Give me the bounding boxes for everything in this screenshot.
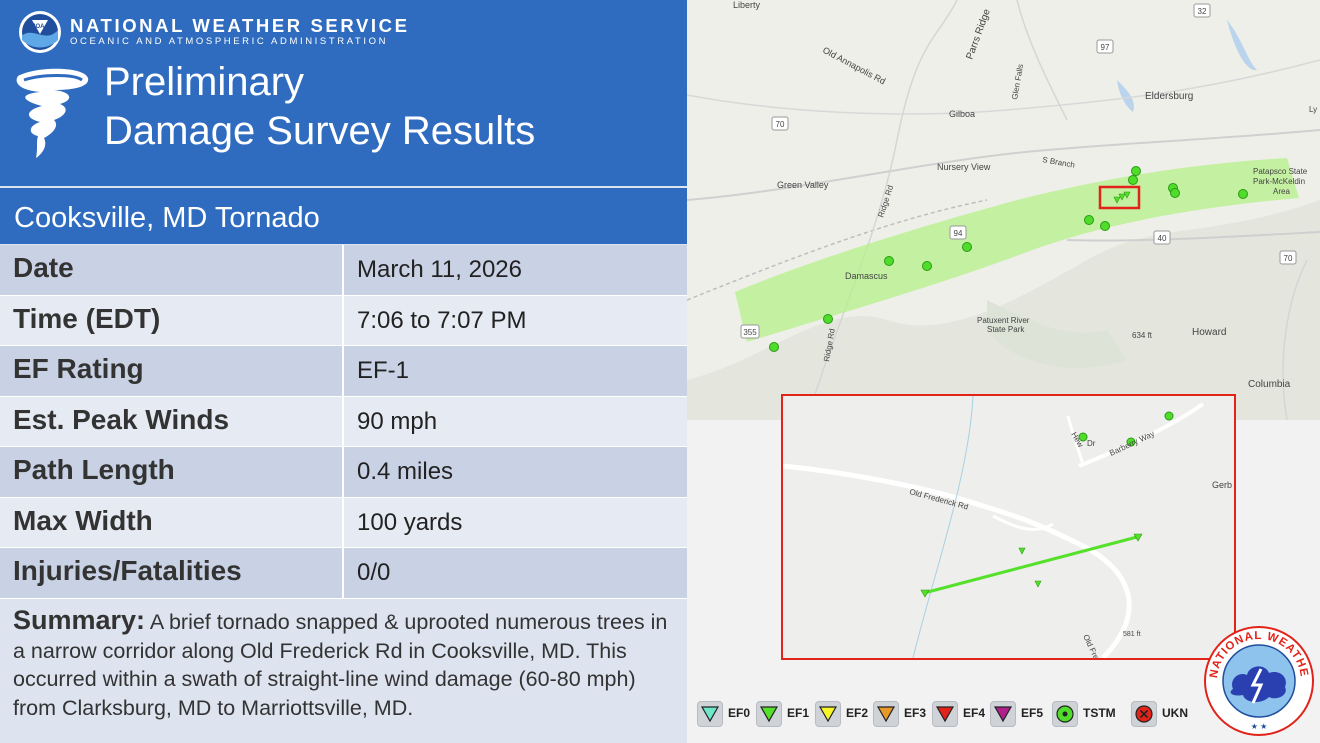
svg-text:Ly: Ly <box>1309 105 1317 114</box>
svg-text:Nursery View: Nursery View <box>937 162 991 172</box>
summary-label: Summary: <box>13 605 146 635</box>
table-row: Date March 11, 2026 <box>0 245 687 296</box>
table-row: Max Width 100 yards <box>0 497 687 548</box>
svg-text:32: 32 <box>1198 7 1207 16</box>
nws-seal-icon: NATIONAL WEATHER SERVICE ★ ★ <box>1203 625 1314 736</box>
svg-text:Green Valley: Green Valley <box>777 180 829 190</box>
tornado-icon <box>16 68 89 158</box>
svg-text:Area: Area <box>1273 187 1290 196</box>
row-value: 0/0 <box>357 559 391 586</box>
logo-text: NOAA <box>31 24 49 30</box>
info-panel: NOAA NATIONAL WEATHER SERVICE OCEANIC AN… <box>0 0 687 743</box>
row-label: Max Width <box>13 504 153 536</box>
table-row: Path Length 0.4 miles <box>0 447 687 498</box>
table-row: Injuries/Fatalities 0/0 <box>0 548 687 599</box>
ef0-triangle-icon <box>700 706 720 723</box>
row-value: 90 mph <box>357 407 438 435</box>
svg-text:Gilboa: Gilboa <box>949 109 975 119</box>
svg-text:Gerb: Gerb <box>1212 480 1232 490</box>
row-value: 7:06 to 7:07 PM <box>357 306 527 334</box>
svg-text:355: 355 <box>743 328 757 337</box>
table-row: Time (EDT) 7:06 to 7:07 PM <box>0 295 687 346</box>
svg-text:State Park: State Park <box>987 325 1025 334</box>
inset-highlight-box <box>1098 185 1141 210</box>
tstm-circle-dot-icon <box>1056 705 1074 723</box>
row-label: Time (EDT) <box>13 302 161 334</box>
svg-text:Park-McKeldin: Park-McKeldin <box>1253 177 1305 186</box>
org-name: NATIONAL WEATHER SERVICE <box>70 15 410 36</box>
svg-text:Patuxent River: Patuxent River <box>977 316 1030 325</box>
header-banner: NOAA NATIONAL WEATHER SERVICE OCEANIC AN… <box>0 0 687 186</box>
legend: EF0 EF1 EF2 EF3 EF4 EF5 TSTM UKN <box>697 699 1207 729</box>
row-label: Date <box>13 252 74 283</box>
ef4-triangle-icon <box>935 706 955 723</box>
details-table: Date March 11, 2026 Time (EDT) 7:06 to 7… <box>0 245 687 599</box>
title-line1: Preliminary <box>104 60 305 104</box>
tornado-track <box>923 535 1138 595</box>
svg-text:70: 70 <box>776 120 785 129</box>
ef2-triangle-icon <box>818 706 838 723</box>
org-subtitle: OCEANIC AND ATMOSPHERIC ADMINISTRATION <box>70 36 389 47</box>
table-row: EF Rating EF-1 <box>0 346 687 397</box>
inset-map[interactable]: Hew Dr Barberry Way Gerb Old Frederick R… <box>781 394 1236 660</box>
ef5-triangle-icon <box>993 706 1013 723</box>
overview-map-canvas: 32 97 70 94 40 70 355 Liberty Old Annapo… <box>687 0 1320 420</box>
svg-text:97: 97 <box>1101 43 1110 52</box>
svg-text:634 ft: 634 ft <box>1132 331 1153 340</box>
row-value: March 11, 2026 <box>357 256 522 283</box>
summary-text: Summary: A brief tornado snapped & uproo… <box>13 606 679 722</box>
noaa-logo-icon: NOAA <box>19 11 61 53</box>
event-title: Cooksville, MD Tornado <box>14 202 320 234</box>
table-row: Est. Peak Winds 90 mph <box>0 396 687 447</box>
row-label: Est. Peak Winds <box>13 403 230 435</box>
svg-text:40: 40 <box>1158 234 1167 243</box>
svg-text:Damascus: Damascus <box>845 271 888 281</box>
svg-text:94: 94 <box>954 229 963 238</box>
damage-swath <box>735 158 1299 342</box>
inset-map-canvas: Hew Dr Barberry Way Gerb Old Frederick R… <box>783 396 1234 658</box>
row-label: Injuries/Fatalities <box>13 555 242 586</box>
svg-text:Dr: Dr <box>1087 439 1096 448</box>
svg-text:Eldersburg: Eldersburg <box>1145 91 1193 102</box>
event-title-bar: Cooksville, MD Tornado <box>0 188 687 244</box>
row-label: EF Rating <box>13 353 144 384</box>
row-value: EF-1 <box>357 357 410 384</box>
svg-text:Howard: Howard <box>1192 327 1226 338</box>
row-value: 0.4 miles <box>357 458 454 485</box>
row-value: 100 yards <box>357 508 463 536</box>
summary-body: A brief tornado snapped & uprooted numer… <box>13 610 668 720</box>
title-line2: Damage Survey Results <box>104 109 536 153</box>
svg-text:Columbia: Columbia <box>1248 379 1291 390</box>
svg-text:70: 70 <box>1284 254 1293 263</box>
row-label: Path Length <box>13 454 175 485</box>
overview-map[interactable]: 32 97 70 94 40 70 355 Liberty Old Annapo… <box>687 0 1320 420</box>
svg-text:581 ft: 581 ft <box>1123 631 1141 638</box>
ef3-triangle-icon <box>876 706 896 723</box>
svg-text:Liberty: Liberty <box>733 0 761 10</box>
ukn-x-circle-icon <box>1135 705 1153 723</box>
ef1-triangle-icon <box>759 706 779 723</box>
svg-text:★ ★: ★ ★ <box>1251 722 1268 731</box>
svg-text:Patapsco State: Patapsco State <box>1253 167 1308 176</box>
